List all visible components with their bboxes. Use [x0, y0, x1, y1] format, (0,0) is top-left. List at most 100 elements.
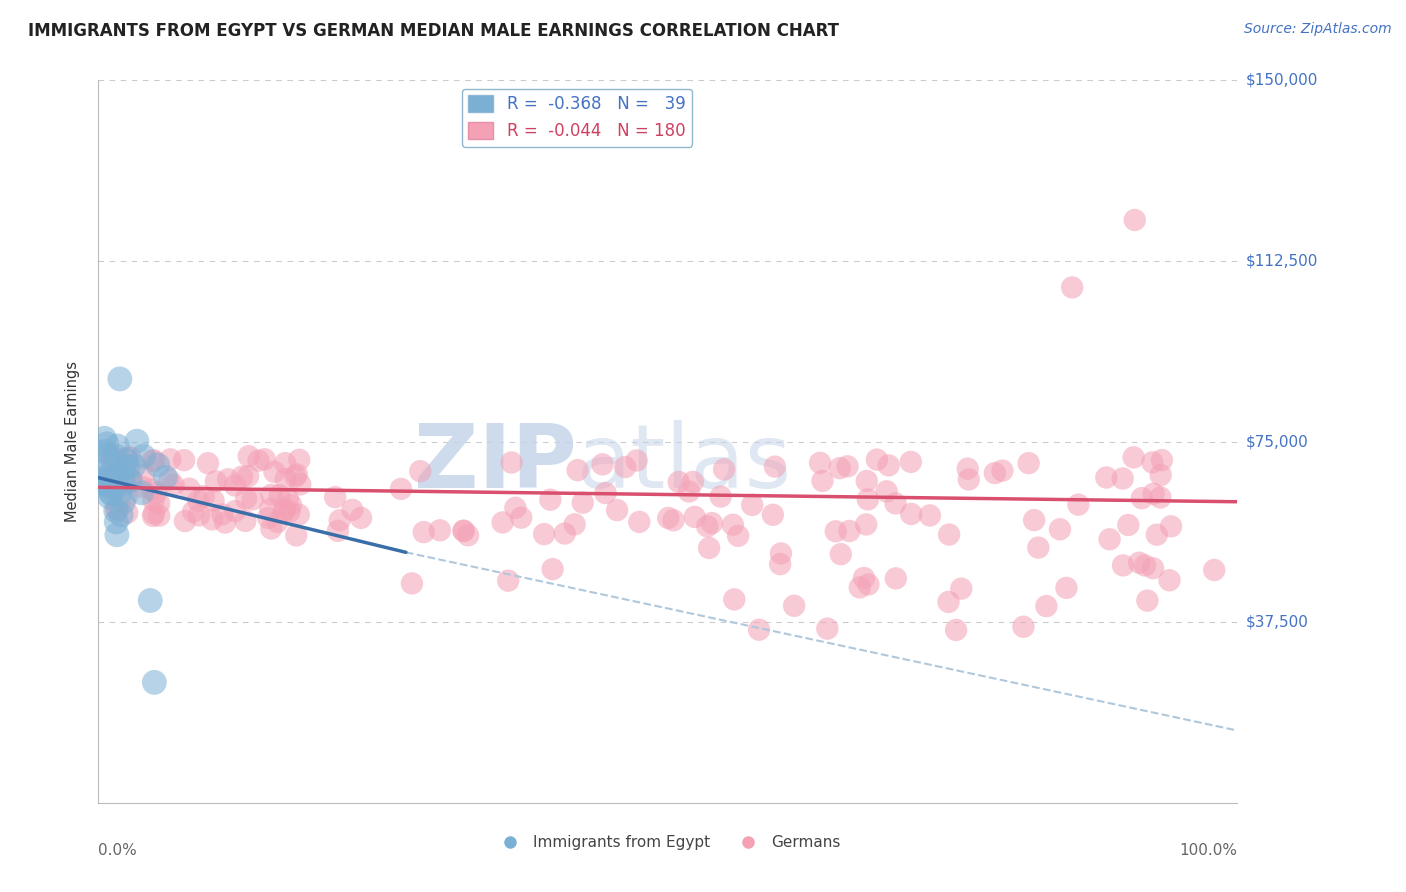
Text: Source: ZipAtlas.com: Source: ZipAtlas.com — [1244, 22, 1392, 37]
Point — [1012, 620, 1035, 634]
Point — [115, 453, 138, 467]
Text: 0.0%: 0.0% — [98, 843, 138, 857]
Point — [157, 473, 180, 487]
Y-axis label: Median Male Earnings: Median Male Earnings — [65, 361, 80, 522]
Point — [288, 452, 311, 467]
Point — [112, 495, 135, 509]
Point — [838, 524, 860, 538]
Point — [132, 467, 155, 482]
Point — [91, 473, 114, 487]
Point — [1024, 513, 1046, 527]
Point — [285, 528, 308, 542]
Point — [142, 493, 165, 508]
Point — [132, 449, 155, 463]
Point — [269, 488, 291, 502]
Point — [105, 474, 128, 488]
Point — [193, 489, 215, 503]
Point — [741, 498, 763, 512]
Point — [668, 475, 690, 489]
Point — [554, 526, 576, 541]
Point — [285, 467, 308, 482]
Point — [855, 517, 877, 532]
Point — [808, 456, 831, 470]
Point — [700, 516, 723, 530]
Point — [259, 502, 281, 516]
Point — [884, 571, 907, 585]
Point — [541, 562, 564, 576]
Point — [571, 496, 593, 510]
Point — [682, 475, 704, 489]
Point — [93, 431, 115, 445]
Point — [188, 508, 211, 523]
Point — [117, 506, 139, 520]
Point — [141, 453, 163, 467]
Point — [274, 456, 297, 470]
Point — [1123, 213, 1146, 227]
Point — [110, 508, 132, 522]
Point — [828, 461, 851, 475]
Point — [856, 492, 879, 507]
Point — [260, 521, 283, 535]
Point — [107, 503, 129, 517]
Point — [1116, 518, 1139, 533]
Point — [131, 486, 153, 500]
Point — [533, 527, 555, 541]
Point — [263, 465, 285, 479]
Point — [853, 571, 876, 585]
Point — [1026, 541, 1049, 555]
Point — [1149, 491, 1171, 505]
Point — [1035, 599, 1057, 614]
Point — [1067, 498, 1090, 512]
Point — [453, 524, 475, 538]
Point — [848, 581, 870, 595]
Point — [96, 437, 118, 451]
Point — [877, 458, 900, 473]
Point — [1150, 453, 1173, 467]
Point — [1142, 455, 1164, 469]
Point — [143, 454, 166, 468]
Point — [721, 517, 744, 532]
Point — [409, 464, 432, 478]
Point — [1054, 581, 1077, 595]
Point — [713, 462, 735, 476]
Point — [662, 513, 685, 527]
Point — [238, 449, 260, 463]
Point — [266, 515, 288, 529]
Point — [991, 464, 1014, 478]
Point — [131, 480, 153, 494]
Point — [538, 492, 561, 507]
Text: $150,000: $150,000 — [1246, 73, 1317, 87]
Point — [111, 471, 134, 485]
Point — [90, 471, 112, 485]
Point — [274, 502, 297, 516]
Point — [1159, 574, 1181, 588]
Point — [112, 460, 135, 475]
Point — [762, 508, 785, 522]
Point — [1049, 522, 1071, 536]
Point — [595, 486, 617, 500]
Point — [236, 469, 259, 483]
Point — [866, 452, 889, 467]
Point — [143, 675, 166, 690]
Point — [956, 461, 979, 475]
Point — [105, 450, 128, 464]
Point — [115, 450, 138, 465]
Point — [496, 574, 519, 588]
Point — [457, 528, 479, 542]
Point — [280, 498, 302, 512]
Point — [197, 456, 219, 470]
Point — [876, 484, 898, 499]
Point — [697, 541, 720, 555]
Point — [855, 474, 877, 488]
Point — [205, 475, 228, 489]
Point — [112, 476, 135, 491]
Point — [277, 491, 299, 506]
Point — [100, 486, 122, 500]
Point — [401, 576, 423, 591]
Point — [858, 577, 880, 591]
Point — [329, 513, 352, 527]
Text: 100.0%: 100.0% — [1180, 843, 1237, 857]
Point — [824, 524, 846, 539]
Point — [710, 490, 733, 504]
Point — [1146, 527, 1168, 541]
